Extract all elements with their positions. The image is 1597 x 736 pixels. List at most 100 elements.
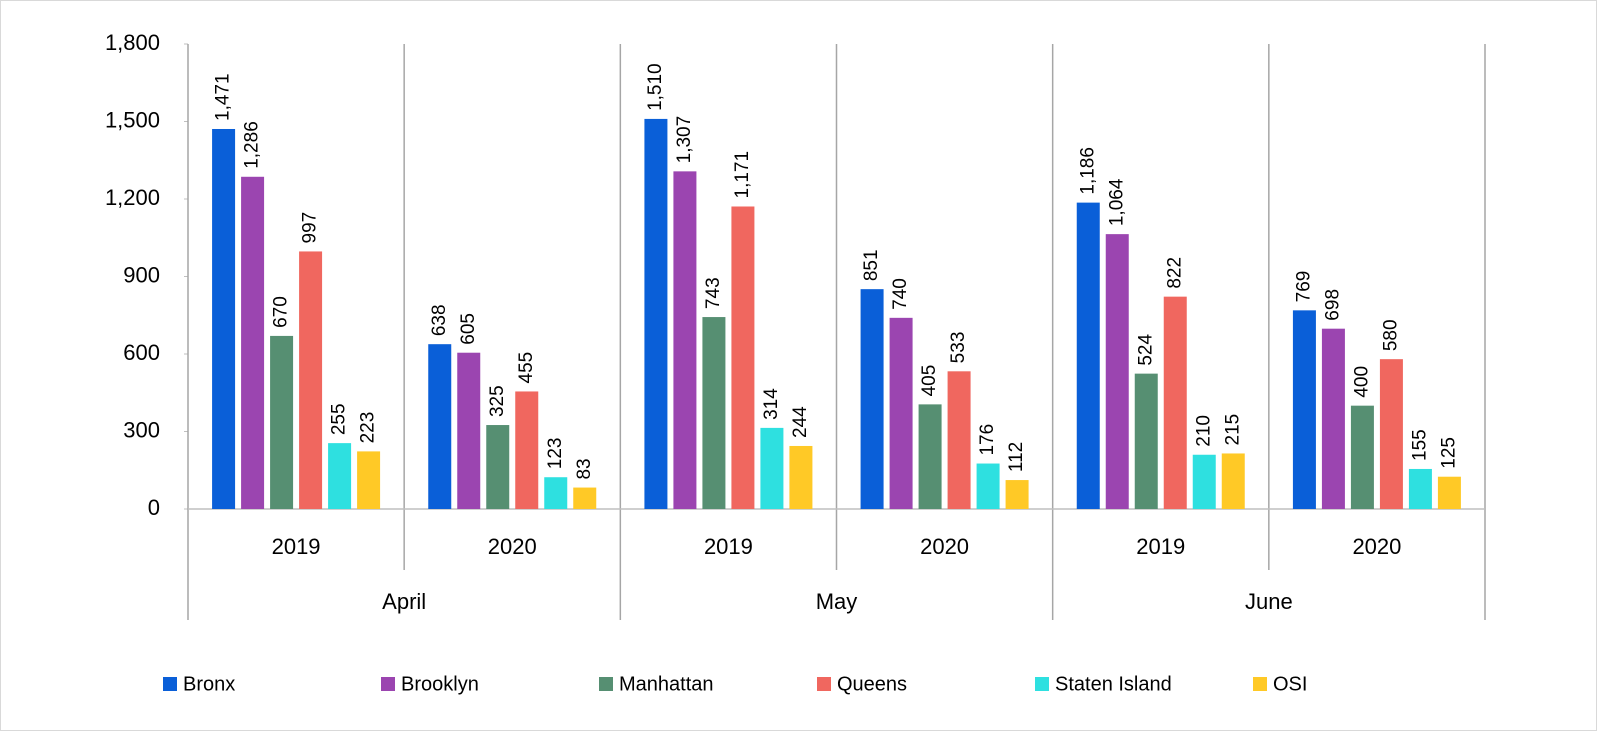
bar bbox=[760, 427, 784, 509]
group-label: April bbox=[382, 589, 426, 614]
group-label: May bbox=[816, 589, 858, 614]
bar bbox=[1350, 405, 1374, 509]
data-label: 997 bbox=[300, 212, 321, 244]
data-label: 314 bbox=[761, 388, 782, 420]
y-tick-label: 1,200 bbox=[105, 185, 160, 210]
data-label: 822 bbox=[1164, 257, 1185, 289]
bar bbox=[212, 128, 236, 509]
legend-swatch bbox=[163, 677, 177, 691]
legend-label: OSI bbox=[1273, 673, 1307, 695]
bar bbox=[860, 289, 884, 509]
data-label: 215 bbox=[1222, 414, 1243, 446]
data-label: 123 bbox=[545, 438, 566, 470]
bar bbox=[976, 463, 1000, 509]
legend-label: Staten Island bbox=[1055, 673, 1172, 695]
bar bbox=[457, 352, 481, 509]
y-tick-label: 600 bbox=[123, 340, 160, 365]
bar bbox=[889, 317, 913, 509]
data-label: 851 bbox=[861, 249, 882, 281]
y-tick-label: 0 bbox=[148, 495, 160, 520]
group-label: June bbox=[1245, 589, 1293, 614]
data-label: 210 bbox=[1193, 415, 1214, 447]
data-label: 1,286 bbox=[242, 121, 263, 169]
bar bbox=[486, 425, 510, 509]
bar bbox=[299, 251, 323, 510]
data-label: 255 bbox=[329, 403, 350, 435]
data-label: 580 bbox=[1380, 319, 1401, 351]
data-label: 176 bbox=[977, 424, 998, 456]
data-label: 743 bbox=[703, 277, 724, 309]
y-tick-label: 1,500 bbox=[105, 107, 160, 132]
data-label: 1,510 bbox=[645, 63, 666, 111]
y-tick-label: 300 bbox=[123, 417, 160, 442]
bar bbox=[947, 371, 971, 509]
bar bbox=[573, 487, 597, 509]
data-label: 524 bbox=[1135, 333, 1156, 365]
bar bbox=[789, 445, 813, 509]
legend-swatch bbox=[381, 677, 395, 691]
legend-swatch bbox=[599, 677, 613, 691]
data-label: 455 bbox=[516, 352, 537, 384]
bar bbox=[1005, 480, 1029, 509]
legend-label: Bronx bbox=[183, 673, 235, 695]
data-label: 1,171 bbox=[732, 151, 753, 199]
bar bbox=[644, 118, 668, 510]
data-label: 1,064 bbox=[1106, 178, 1127, 226]
bar bbox=[1408, 468, 1432, 509]
legend-swatch bbox=[1035, 677, 1049, 691]
data-label: 405 bbox=[919, 365, 940, 397]
bar bbox=[1163, 296, 1187, 509]
legend-swatch bbox=[817, 677, 831, 691]
bar bbox=[731, 206, 755, 509]
bar bbox=[673, 171, 697, 509]
x-tick-label: 2019 bbox=[1136, 534, 1185, 559]
x-tick-label: 2020 bbox=[1352, 534, 1401, 559]
bar bbox=[270, 335, 294, 509]
data-label: 125 bbox=[1438, 437, 1459, 469]
x-tick-label: 2019 bbox=[272, 534, 321, 559]
data-label: 325 bbox=[487, 385, 508, 417]
data-label: 740 bbox=[890, 278, 911, 310]
x-tick-label: 2020 bbox=[920, 534, 969, 559]
data-label: 244 bbox=[790, 406, 811, 438]
bar bbox=[1221, 453, 1245, 509]
data-label: 605 bbox=[458, 313, 479, 345]
bar bbox=[1321, 328, 1345, 509]
bar bbox=[1076, 202, 1100, 509]
y-tick-label: 1,800 bbox=[105, 30, 160, 55]
data-label: 223 bbox=[358, 412, 379, 444]
data-label: 698 bbox=[1322, 289, 1343, 321]
data-label: 769 bbox=[1293, 271, 1314, 303]
bar bbox=[328, 443, 352, 509]
bar bbox=[1134, 373, 1158, 509]
x-tick-label: 2020 bbox=[488, 534, 537, 559]
bar bbox=[515, 391, 539, 509]
data-label: 1,307 bbox=[674, 116, 695, 164]
legend-label: Queens bbox=[837, 673, 907, 695]
data-label: 638 bbox=[429, 304, 450, 336]
data-label: 533 bbox=[948, 332, 969, 364]
y-tick-label: 900 bbox=[123, 262, 160, 287]
x-tick-label: 2019 bbox=[704, 534, 753, 559]
bar bbox=[1437, 476, 1461, 509]
bar bbox=[544, 477, 568, 509]
data-label: 83 bbox=[574, 458, 595, 479]
legend-label: Manhattan bbox=[619, 673, 714, 695]
data-label: 112 bbox=[1006, 442, 1027, 472]
bar bbox=[702, 317, 726, 509]
bar bbox=[918, 404, 942, 509]
bar bbox=[1292, 310, 1316, 509]
bar bbox=[241, 176, 265, 510]
bar bbox=[1379, 359, 1403, 509]
data-label: 1,471 bbox=[213, 73, 234, 121]
legend-swatch bbox=[1253, 677, 1267, 691]
legend-label: Brooklyn bbox=[401, 673, 479, 695]
data-label: 400 bbox=[1351, 366, 1372, 398]
bar bbox=[1192, 454, 1216, 509]
bar bbox=[428, 344, 452, 509]
data-label: 155 bbox=[1409, 429, 1430, 461]
bar bbox=[357, 451, 381, 509]
data-label: 1,186 bbox=[1077, 147, 1098, 195]
